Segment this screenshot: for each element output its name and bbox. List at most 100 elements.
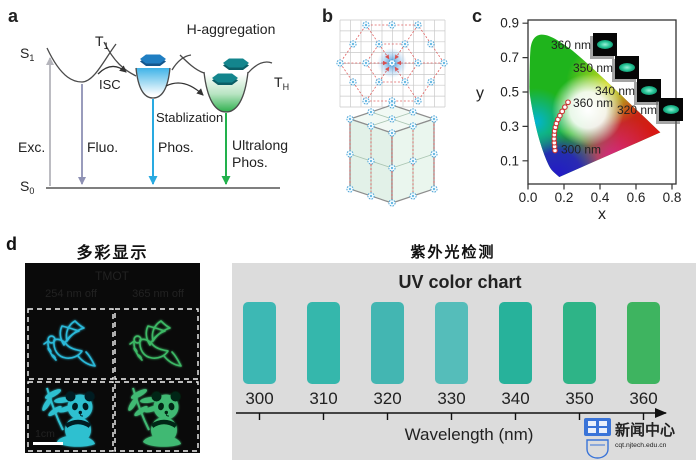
lattice-2d-diagram — [336, 19, 448, 108]
thumbnail-label: 350 nm — [573, 61, 613, 75]
njtech-logo-icon — [584, 418, 611, 459]
panel-d-label: d — [6, 234, 17, 254]
panel-a-energy-diagram: a H-aggregation — [8, 6, 289, 196]
emission-thumbnails: 360 nm 350 nm 340 nm 320 nm — [551, 33, 683, 124]
interaction-arrows-to-center — [366, 43, 418, 83]
uv-swatches — [243, 302, 660, 384]
thumbnail-340nm: 340 nm — [595, 79, 661, 105]
fluorescence-label: Fluo. — [87, 139, 118, 155]
x-tick-labels: 0.0 0.2 0.4 0.6 0.8 — [519, 190, 682, 205]
svg-text:0.9: 0.9 — [500, 16, 519, 31]
isc-label: ISC — [99, 77, 121, 92]
swatch-340nm — [499, 302, 532, 384]
y-tick-labels: 0.9 0.7 0.5 0.3 0.1 — [500, 16, 519, 169]
svg-text:0.4: 0.4 — [591, 190, 610, 205]
panel-a-label: a — [8, 6, 19, 26]
wavelength-axis-label: Wavelength (nm) — [405, 425, 534, 444]
molecule-hexagon-blue — [140, 54, 166, 66]
swatch-360nm — [627, 302, 660, 384]
column-365nm-label: 365 nm off — [132, 288, 185, 300]
photo-panel-canvas: TMOT 254 nm off 365 nm off — [27, 269, 199, 452]
thumbnail-350nm: 350 nm — [573, 56, 639, 82]
panda-image-cyan — [42, 387, 95, 447]
lattice-2d-molecule-nodes — [336, 21, 448, 105]
s0-state-label: S0 — [20, 178, 34, 196]
triplet-well-green-outline — [203, 71, 249, 113]
excitation-label: Exc. — [18, 139, 45, 155]
swatch-300nm — [243, 302, 276, 384]
svg-text:310: 310 — [309, 389, 337, 408]
svg-text:0.1: 0.1 — [500, 153, 519, 168]
uv-color-chart-panel: UV color chart 300 310 320 330 340 350 3… — [232, 263, 696, 460]
watermark-title: 新闻中心 — [615, 421, 675, 439]
wavelength-axis-ticks — [258, 413, 645, 420]
swatch-310nm — [307, 302, 340, 384]
arc-top-annotation: 360 nm — [573, 96, 613, 110]
lattice-3d-cube-diagram — [346, 101, 438, 207]
triplet-well-blue-outline — [135, 67, 171, 99]
thumbnail-label: 360 nm — [551, 38, 591, 52]
uv-detection-title: 紫外光检测 — [410, 244, 496, 261]
glow-sample-image — [619, 63, 635, 72]
watermark: 新闻中心 cqt.njtech.edu.cn — [584, 418, 675, 459]
scale-bar-label: 1cm — [35, 428, 55, 440]
wavelength-tick-labels: 300 310 320 330 340 350 360 — [245, 389, 657, 408]
svg-text:350: 350 — [565, 389, 593, 408]
svg-text:0.7: 0.7 — [500, 50, 519, 65]
panel-c-label: c — [472, 6, 482, 26]
h-aggregation-title: H-aggregation — [187, 21, 276, 37]
x-axis-label: x — [598, 206, 606, 223]
y-axis-label: y — [476, 85, 484, 102]
multicolor-display-title: 多彩显示 — [76, 245, 149, 262]
panel-b-crystal-packing: b — [322, 6, 448, 207]
arc-bottom-annotation: 300 nm — [561, 143, 601, 157]
thumbnail-320nm: 320 nm — [617, 98, 683, 124]
swatch-330nm — [435, 302, 468, 384]
svg-text:330: 330 — [437, 389, 465, 408]
thumbnail-label: 320 nm — [617, 103, 657, 117]
svg-text:0.0: 0.0 — [519, 190, 538, 205]
thumbnail-label: 340 nm — [595, 84, 635, 98]
svg-text:0.3: 0.3 — [500, 119, 519, 134]
svg-text:0.5: 0.5 — [500, 85, 519, 100]
uv-color-chart-canvas: UV color chart 300 310 320 330 340 350 3… — [236, 272, 675, 459]
glow-sample-image — [597, 40, 613, 49]
svg-text:340: 340 — [501, 389, 529, 408]
panda-image-green — [128, 387, 181, 447]
svg-text:0.8: 0.8 — [663, 190, 682, 205]
glow-sample-image — [663, 105, 679, 114]
multicolor-display-photo-panel: TMOT 254 nm off 365 nm off — [25, 263, 200, 453]
svg-text:320: 320 — [373, 389, 401, 408]
photo-cell-borders — [27, 308, 199, 452]
svg-text:0.6: 0.6 — [627, 190, 646, 205]
cie-data-points — [551, 99, 571, 154]
swatch-350nm — [563, 302, 596, 384]
ultralong-label-line1: Ultralong — [232, 137, 288, 153]
panel-c-cie-diagram: c 0.9 0.7 0.5 0.3 0.1 0.0 0.2 0.4 — [472, 6, 683, 223]
svg-text:360: 360 — [629, 389, 657, 408]
th-state-label: TH — [274, 74, 289, 92]
isc-arrow — [97, 65, 127, 75]
stabilization-arrow — [165, 82, 204, 96]
uv-color-chart-heading: UV color chart — [398, 272, 521, 292]
molecule-hexagons-teal-stack — [212, 58, 249, 85]
thumbnail-360nm: 360 nm — [551, 33, 617, 59]
triplet-well-blue — [136, 68, 170, 98]
t1-state-label: T1 — [95, 33, 109, 51]
ultralong-label-line2: Phos. — [232, 154, 268, 170]
svg-text:0.2: 0.2 — [555, 190, 574, 205]
stabilization-label: Stablization — [156, 110, 223, 125]
column-254nm-label: 254 nm off — [45, 288, 98, 300]
panel-b-label: b — [322, 6, 333, 26]
dove-image-green — [129, 320, 182, 367]
phosphorescence-label: Phos. — [158, 139, 194, 155]
swatch-320nm — [371, 302, 404, 384]
sample-name-label: TMOT — [95, 269, 130, 283]
dove-image-cyan — [43, 320, 96, 367]
svg-text:300: 300 — [245, 389, 273, 408]
s1-state-label: S1 — [20, 45, 34, 63]
watermark-url: cqt.njtech.edu.cn — [615, 442, 667, 449]
scale-bar — [33, 442, 63, 445]
potential-energy-curves — [46, 41, 273, 83]
